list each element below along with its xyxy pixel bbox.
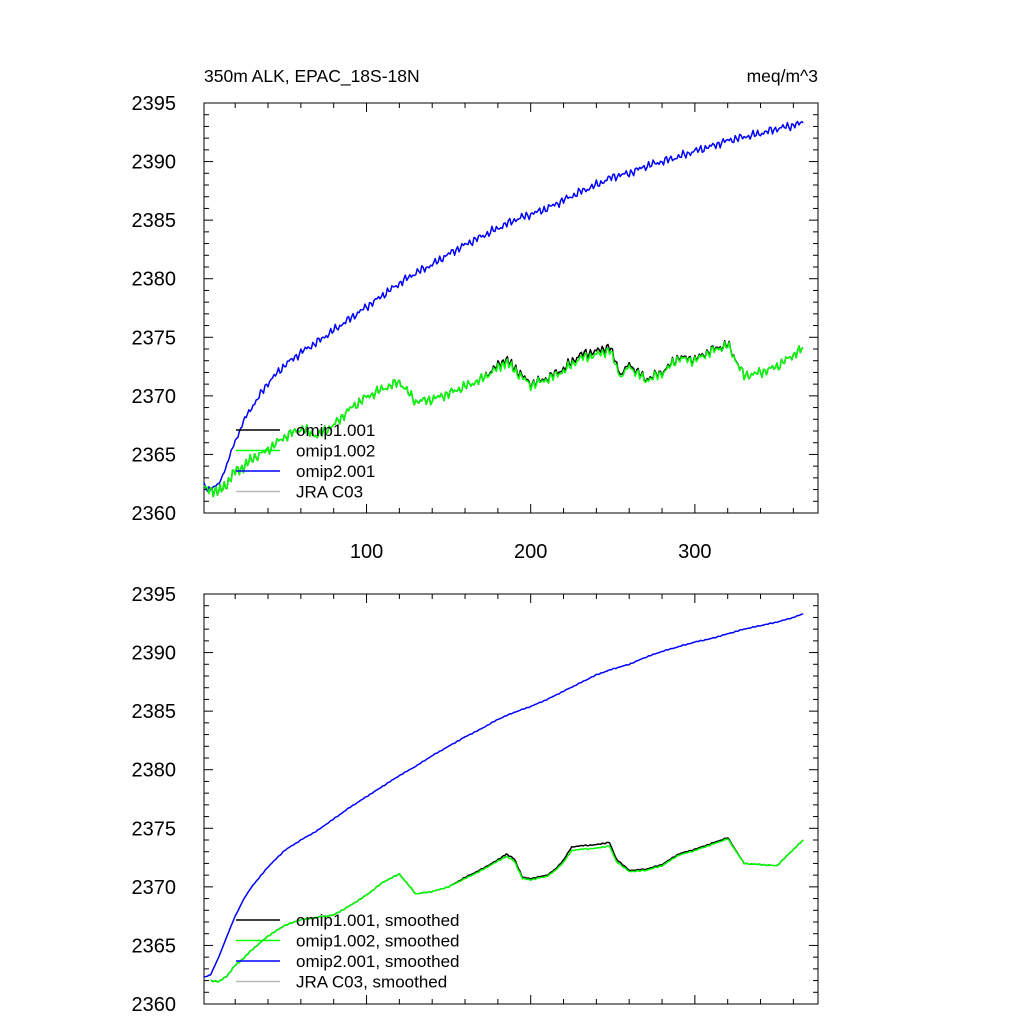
top-panel: 350m ALK, EPAC_18S-18N meq/m^3 2360 2365 2…	[132, 66, 819, 563]
legend-label: JRA C03	[296, 483, 363, 502]
series-line-1	[203, 341, 804, 498]
plot-frame	[203, 102, 819, 514]
x-tick-label: 300	[678, 541, 711, 563]
chart-title: 350m ALK, EPAC_18S-18N	[204, 66, 420, 87]
legend-label: omip1.002, smoothed	[296, 932, 460, 951]
y-tick-label: 2375	[132, 327, 177, 349]
series-line-2	[203, 120, 804, 492]
legend-label: omip1.001	[296, 421, 375, 440]
y-tick-label: 2370	[132, 877, 177, 899]
legend-label: omip1.001, smoothed	[296, 911, 460, 930]
bottom-panel: 2360 2365 2370 2375 2380 2385 2390 2395 omip1.00…	[132, 584, 819, 1016]
legend-label: omip1.002	[296, 442, 375, 461]
y-tick-label: 2360	[132, 994, 177, 1016]
legend-label: omip2.001	[296, 462, 375, 481]
legend-label: JRA C03, smoothed	[296, 973, 447, 992]
series-line-1	[210, 838, 804, 983]
x-tick-label: 200	[514, 541, 547, 563]
plot-frame	[203, 593, 819, 1005]
y-tick-label: 2375	[132, 818, 177, 840]
y-tick-label: 2385	[132, 210, 177, 232]
y-tick-label: 2365	[132, 444, 177, 466]
y-tick-label: 2395	[132, 584, 177, 606]
x-tick-label: 100	[350, 541, 383, 563]
series-line-2	[203, 613, 804, 978]
units-label: meq/m^3	[747, 66, 818, 86]
y-tick-label: 2380	[132, 269, 177, 291]
y-tick-label: 2395	[132, 93, 177, 115]
y-tick-label: 2390	[132, 152, 177, 174]
y-tick-label: 2365	[132, 935, 177, 957]
y-tick-label: 2360	[132, 503, 177, 525]
y-tick-label: 2385	[132, 701, 177, 723]
y-tick-label: 2380	[132, 760, 177, 782]
y-tick-label: 2390	[132, 643, 177, 665]
y-tick-label: 2370	[132, 386, 177, 408]
legend-label: omip2.001, smoothed	[296, 952, 460, 971]
